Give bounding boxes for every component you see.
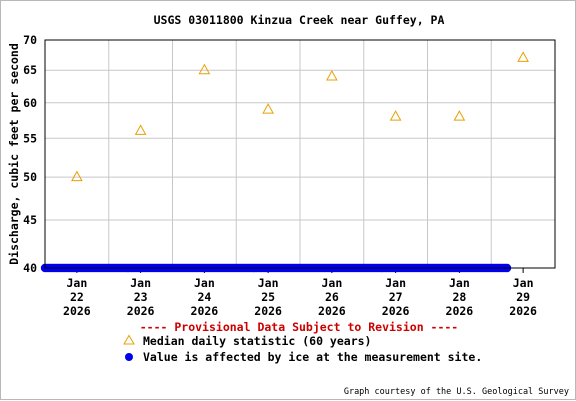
y-axis-ticks: 40 45 50 55 60 65 70 — [23, 33, 37, 275]
plot-border — [44, 39, 556, 269]
x-tick-label: 2026 — [63, 304, 91, 318]
x-tick-label: Jan — [258, 276, 279, 290]
x-tick-label: 26 — [325, 290, 339, 304]
x-axis-ticks: Jan222026Jan232026Jan242026Jan252026Jan2… — [63, 268, 537, 318]
legend-circle-icon — [125, 353, 133, 361]
y-tick-label: 40 — [23, 261, 37, 275]
x-tick-label: 29 — [516, 290, 530, 304]
x-tick-label: 25 — [261, 290, 275, 304]
legend: Median daily statistic (60 years) Value … — [123, 334, 482, 364]
y-tick-label: 50 — [23, 170, 37, 184]
x-tick-label: 22 — [70, 290, 84, 304]
x-tick-label: 23 — [134, 290, 148, 304]
x-tick-label: 28 — [452, 290, 466, 304]
y-tick-label: 70 — [23, 33, 37, 47]
x-tick-label: 2026 — [446, 304, 474, 318]
x-tick-label: 2026 — [509, 304, 537, 318]
x-tick-label: Jan — [449, 276, 470, 290]
median-point — [517, 51, 529, 62]
provisional-notice: ---- Provisional Data Subject to Revisio… — [140, 320, 459, 334]
x-tick-label: Jan — [194, 276, 215, 290]
x-tick-label: 27 — [389, 290, 403, 304]
median-point — [71, 170, 83, 182]
chart-title: USGS 03011800 Kinzua Creek near Guffey, … — [154, 13, 445, 27]
median-point — [389, 110, 402, 121]
legend-triangle-icon — [123, 334, 135, 345]
x-tick-label: Jan — [66, 276, 87, 290]
x-tick-label: 24 — [197, 290, 211, 304]
y-tick-label: 45 — [23, 213, 37, 227]
y-tick-label: 60 — [23, 96, 37, 110]
y-tick-label: 55 — [23, 131, 37, 145]
legend-ice-label: Value is affected by ice at the measurem… — [143, 350, 482, 364]
y-tick-label: 65 — [23, 63, 37, 77]
median-point — [262, 103, 274, 114]
x-tick-label: Jan — [130, 276, 151, 290]
x-tick-label: 2026 — [191, 304, 219, 318]
y-axis-label: Discharge, cubic feet per second — [7, 43, 21, 265]
x-tick-label: Jan — [385, 276, 406, 290]
median-point — [198, 63, 211, 75]
median-point — [326, 69, 338, 81]
x-tick-label: 2026 — [382, 304, 410, 318]
x-tick-label: 2026 — [318, 304, 346, 318]
credit-text: Graph courtesy of the U.S. Geological Su… — [344, 387, 569, 397]
x-tick-label: 2026 — [127, 304, 155, 318]
median-point — [134, 124, 147, 135]
median-series — [71, 51, 529, 182]
median-point — [453, 110, 466, 121]
x-tick-label: Jan — [513, 276, 534, 290]
x-tick-label: Jan — [321, 276, 342, 290]
legend-median-label: Median daily statistic (60 years) — [143, 334, 371, 348]
x-tick-label: 2026 — [254, 304, 282, 318]
